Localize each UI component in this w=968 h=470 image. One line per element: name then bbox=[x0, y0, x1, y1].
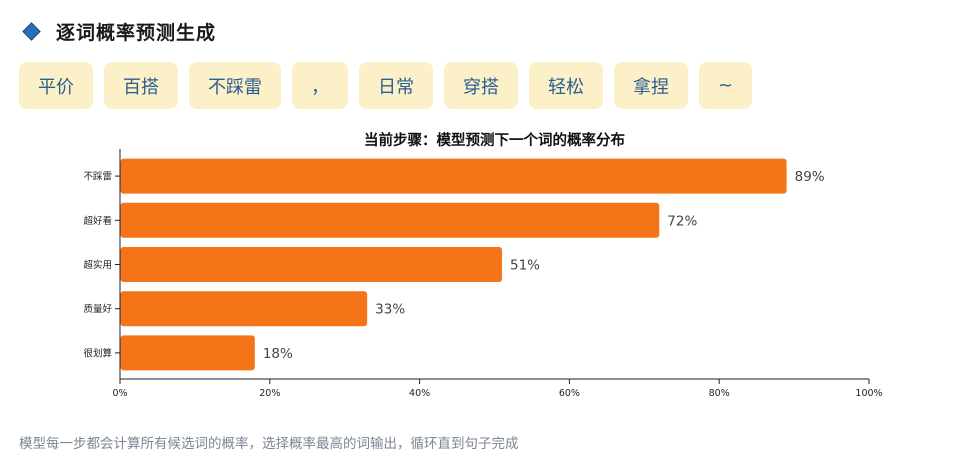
y-tick-label: 不踩雷 bbox=[83, 172, 112, 183]
y-tick-label: 很划算 bbox=[83, 347, 112, 359]
bar-value-label: 18% bbox=[263, 346, 293, 362]
token-chip: 日常 bbox=[359, 62, 433, 109]
bar-value-label: 72% bbox=[667, 213, 697, 229]
token-sequence: 平价 百搭 不踩雷 ， 日常 穿搭 轻松 拿捏 ~ bbox=[19, 62, 763, 109]
token-chip: 拿捏 bbox=[614, 62, 688, 109]
bar-value-label: 89% bbox=[795, 169, 825, 185]
probability-bar-chart: 当前步骤：模型预测下一个词的概率分布 0% 20% 40% 60% 80% 100% 不踩雷 8… bbox=[83, 131, 882, 399]
x-tick-label: 100% bbox=[855, 388, 882, 399]
bar bbox=[120, 247, 502, 282]
y-tick-label: 质量好 bbox=[83, 303, 112, 315]
y-tick-label: 超实用 bbox=[83, 259, 112, 271]
token-chip: 平价 bbox=[19, 62, 93, 109]
bar bbox=[120, 335, 255, 371]
token-chip: ， bbox=[292, 62, 348, 109]
bar bbox=[120, 202, 660, 238]
token-chip: 穿搭 bbox=[444, 62, 518, 109]
y-tick-label: 超好看 bbox=[83, 215, 112, 227]
token-chip: 百搭 bbox=[104, 62, 178, 109]
x-tick-label: 40% bbox=[409, 388, 430, 399]
token-chip: ~ bbox=[699, 62, 753, 109]
page-title: 逐词概率预测生成 bbox=[56, 22, 217, 44]
bar bbox=[120, 291, 368, 327]
x-tick-label: 60% bbox=[559, 388, 580, 399]
header: 逐词概率预测生成 bbox=[22, 18, 216, 45]
chart-title: 当前步骤：模型预测下一个词的概率分布 bbox=[364, 131, 625, 149]
x-tick-label: 0% bbox=[112, 388, 127, 399]
bar-value-label: 51% bbox=[510, 258, 540, 274]
footer-note: 模型每一步都会计算所有候选词的概率，选择概率最高的词输出，循环直到句子完成 bbox=[19, 436, 519, 452]
token-chip: 不踩雷 bbox=[189, 62, 281, 109]
bar-value-label: 33% bbox=[375, 302, 405, 318]
bar bbox=[120, 158, 787, 194]
diamond-icon bbox=[22, 22, 41, 41]
token-chip: 轻松 bbox=[529, 62, 603, 109]
x-tick-label: 80% bbox=[709, 388, 730, 399]
x-tick-label: 20% bbox=[259, 388, 280, 399]
